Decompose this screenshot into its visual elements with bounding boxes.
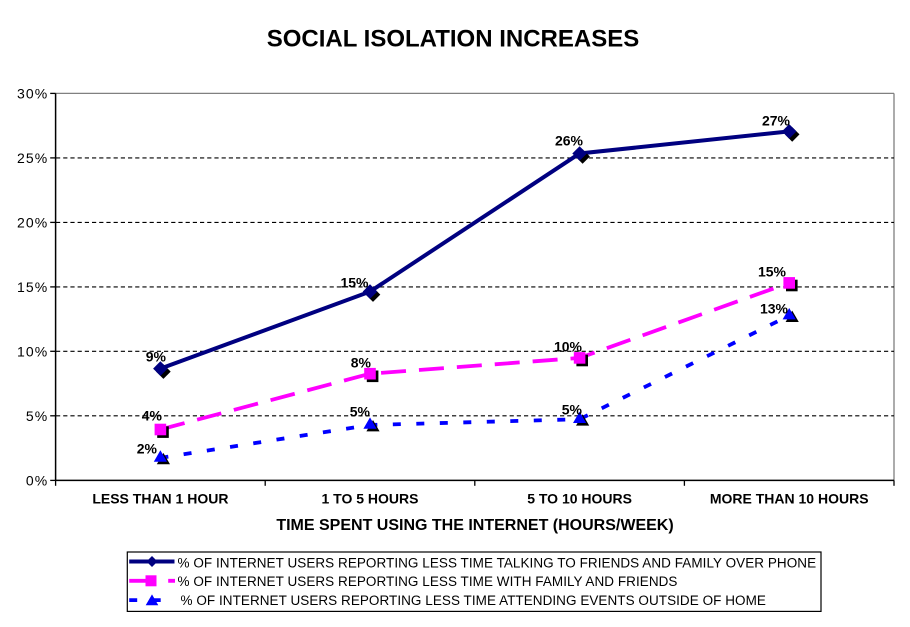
svg-text:30%: 30%	[17, 85, 48, 101]
svg-text:LESS THAN 1 HOUR: LESS THAN 1 HOUR	[92, 491, 228, 507]
svg-text:1 TO 5 HOURS: 1 TO 5 HOURS	[322, 491, 419, 507]
svg-text:15%: 15%	[758, 264, 787, 280]
svg-text:2%: 2%	[137, 441, 158, 457]
svg-text:5 TO 10 HOURS: 5 TO 10 HOURS	[527, 491, 632, 507]
svg-text:% OF INTERNET USERS REPORTING: % OF INTERNET USERS REPORTING LESS TIME …	[178, 555, 817, 570]
svg-text:5%: 5%	[26, 408, 48, 424]
svg-text:5%: 5%	[562, 402, 583, 418]
svg-text:MORE THAN 10 HOURS: MORE THAN 10 HOURS	[710, 491, 869, 507]
svg-text:15%: 15%	[17, 279, 48, 295]
svg-text:10%: 10%	[554, 339, 583, 355]
svg-text:% OF INTERNET USERS REPORTING: % OF INTERNET USERS REPORTING LESS TIME …	[178, 574, 678, 589]
svg-text:26%: 26%	[555, 133, 584, 149]
svg-text:5%: 5%	[350, 404, 371, 420]
svg-text:15%: 15%	[340, 275, 369, 291]
svg-text:% OF INTERNET USERS REPORTING: % OF INTERNET USERS REPORTING LESS TIME …	[181, 593, 766, 608]
svg-text:10%: 10%	[17, 343, 48, 359]
svg-text:SOCIAL ISOLATION INCREASES: SOCIAL ISOLATION INCREASES	[267, 26, 639, 53]
svg-text:8%: 8%	[351, 355, 372, 371]
svg-text:9%: 9%	[146, 349, 167, 365]
svg-text:4%: 4%	[142, 408, 163, 424]
svg-text:25%: 25%	[17, 150, 48, 166]
svg-text:27%: 27%	[762, 113, 791, 129]
svg-text:20%: 20%	[17, 214, 48, 230]
svg-text:13%: 13%	[760, 301, 789, 317]
svg-text:TIME SPENT USING THE INTERNET: TIME SPENT USING THE INTERNET (HOURS/WEE…	[276, 517, 673, 534]
svg-text:0%: 0%	[26, 472, 48, 488]
